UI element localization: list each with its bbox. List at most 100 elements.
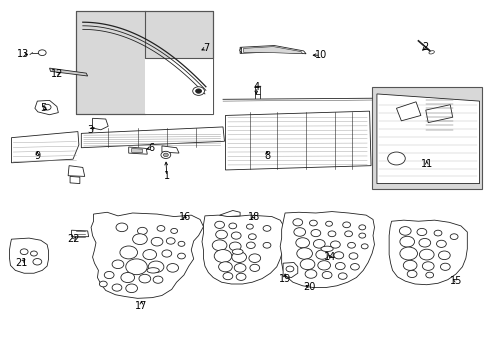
Circle shape xyxy=(400,247,417,260)
Circle shape xyxy=(236,273,246,280)
Circle shape xyxy=(300,259,315,270)
Circle shape xyxy=(30,251,37,256)
Polygon shape xyxy=(81,127,224,148)
Circle shape xyxy=(20,249,28,255)
Circle shape xyxy=(400,236,415,247)
Circle shape xyxy=(193,87,204,95)
Text: 19: 19 xyxy=(279,274,291,284)
Circle shape xyxy=(419,249,434,260)
Circle shape xyxy=(33,258,42,265)
Circle shape xyxy=(177,253,185,259)
Text: 10: 10 xyxy=(315,50,327,60)
Text: 16: 16 xyxy=(179,212,192,221)
Circle shape xyxy=(305,270,317,278)
Text: 12: 12 xyxy=(50,69,63,79)
Circle shape xyxy=(148,261,164,273)
Polygon shape xyxy=(72,230,89,237)
Text: 21: 21 xyxy=(15,258,27,268)
Polygon shape xyxy=(11,132,79,163)
Text: 5: 5 xyxy=(41,103,47,113)
Circle shape xyxy=(338,273,347,279)
Circle shape xyxy=(214,249,232,262)
Polygon shape xyxy=(162,146,179,153)
Circle shape xyxy=(318,261,331,270)
Text: 7: 7 xyxy=(203,43,209,53)
Text: 22: 22 xyxy=(68,234,80,244)
Circle shape xyxy=(157,226,165,231)
Circle shape xyxy=(246,224,253,229)
Circle shape xyxy=(161,151,171,158)
Circle shape xyxy=(294,228,306,236)
Circle shape xyxy=(322,271,332,279)
Circle shape xyxy=(437,240,446,247)
Circle shape xyxy=(361,244,368,249)
Polygon shape xyxy=(68,166,85,176)
Polygon shape xyxy=(9,238,49,273)
Text: 11: 11 xyxy=(420,159,433,169)
Circle shape xyxy=(417,228,427,235)
Circle shape xyxy=(335,262,345,270)
Circle shape xyxy=(328,231,336,237)
Circle shape xyxy=(178,241,185,246)
Circle shape xyxy=(167,264,178,272)
Circle shape xyxy=(297,248,313,259)
Bar xyxy=(76,12,213,114)
Circle shape xyxy=(286,266,294,272)
Text: 9: 9 xyxy=(34,150,40,161)
Polygon shape xyxy=(240,47,242,53)
Polygon shape xyxy=(225,111,371,170)
Polygon shape xyxy=(91,212,203,298)
Circle shape xyxy=(133,234,147,244)
Circle shape xyxy=(99,281,107,287)
Bar xyxy=(372,87,482,189)
Circle shape xyxy=(419,238,431,247)
Circle shape xyxy=(388,152,405,165)
Circle shape xyxy=(311,229,321,237)
Polygon shape xyxy=(426,105,453,123)
Text: 1: 1 xyxy=(164,171,170,181)
Circle shape xyxy=(399,226,411,235)
Text: 6: 6 xyxy=(148,143,154,153)
Circle shape xyxy=(250,264,260,271)
Polygon shape xyxy=(389,220,467,285)
Polygon shape xyxy=(244,46,303,54)
Bar xyxy=(145,58,213,114)
Circle shape xyxy=(422,262,434,270)
Circle shape xyxy=(263,226,271,231)
Circle shape xyxy=(112,260,124,269)
Circle shape xyxy=(196,89,201,93)
Circle shape xyxy=(143,249,157,260)
Circle shape xyxy=(139,274,151,283)
Circle shape xyxy=(350,264,359,270)
Text: 15: 15 xyxy=(450,276,462,286)
Circle shape xyxy=(441,263,450,270)
Circle shape xyxy=(212,240,227,251)
Text: 3: 3 xyxy=(87,125,93,135)
Circle shape xyxy=(43,104,51,110)
Circle shape xyxy=(296,238,310,248)
Circle shape xyxy=(234,264,246,272)
Circle shape xyxy=(403,260,417,270)
Circle shape xyxy=(38,50,46,55)
Text: 8: 8 xyxy=(264,150,270,161)
Text: 17: 17 xyxy=(135,301,147,311)
Circle shape xyxy=(450,234,458,239)
Circle shape xyxy=(314,239,325,248)
Polygon shape xyxy=(129,147,147,154)
Ellipse shape xyxy=(429,51,434,54)
Circle shape xyxy=(163,153,168,157)
Text: 13: 13 xyxy=(17,49,29,59)
Polygon shape xyxy=(70,176,80,184)
Circle shape xyxy=(171,228,177,233)
Circle shape xyxy=(347,242,355,248)
Text: 18: 18 xyxy=(247,212,260,221)
Circle shape xyxy=(216,230,227,239)
Circle shape xyxy=(229,242,241,251)
Circle shape xyxy=(116,223,128,231)
Circle shape xyxy=(138,227,147,234)
Circle shape xyxy=(426,272,434,278)
Circle shape xyxy=(232,252,246,262)
Ellipse shape xyxy=(321,246,333,252)
Circle shape xyxy=(121,273,135,283)
Polygon shape xyxy=(220,211,240,217)
